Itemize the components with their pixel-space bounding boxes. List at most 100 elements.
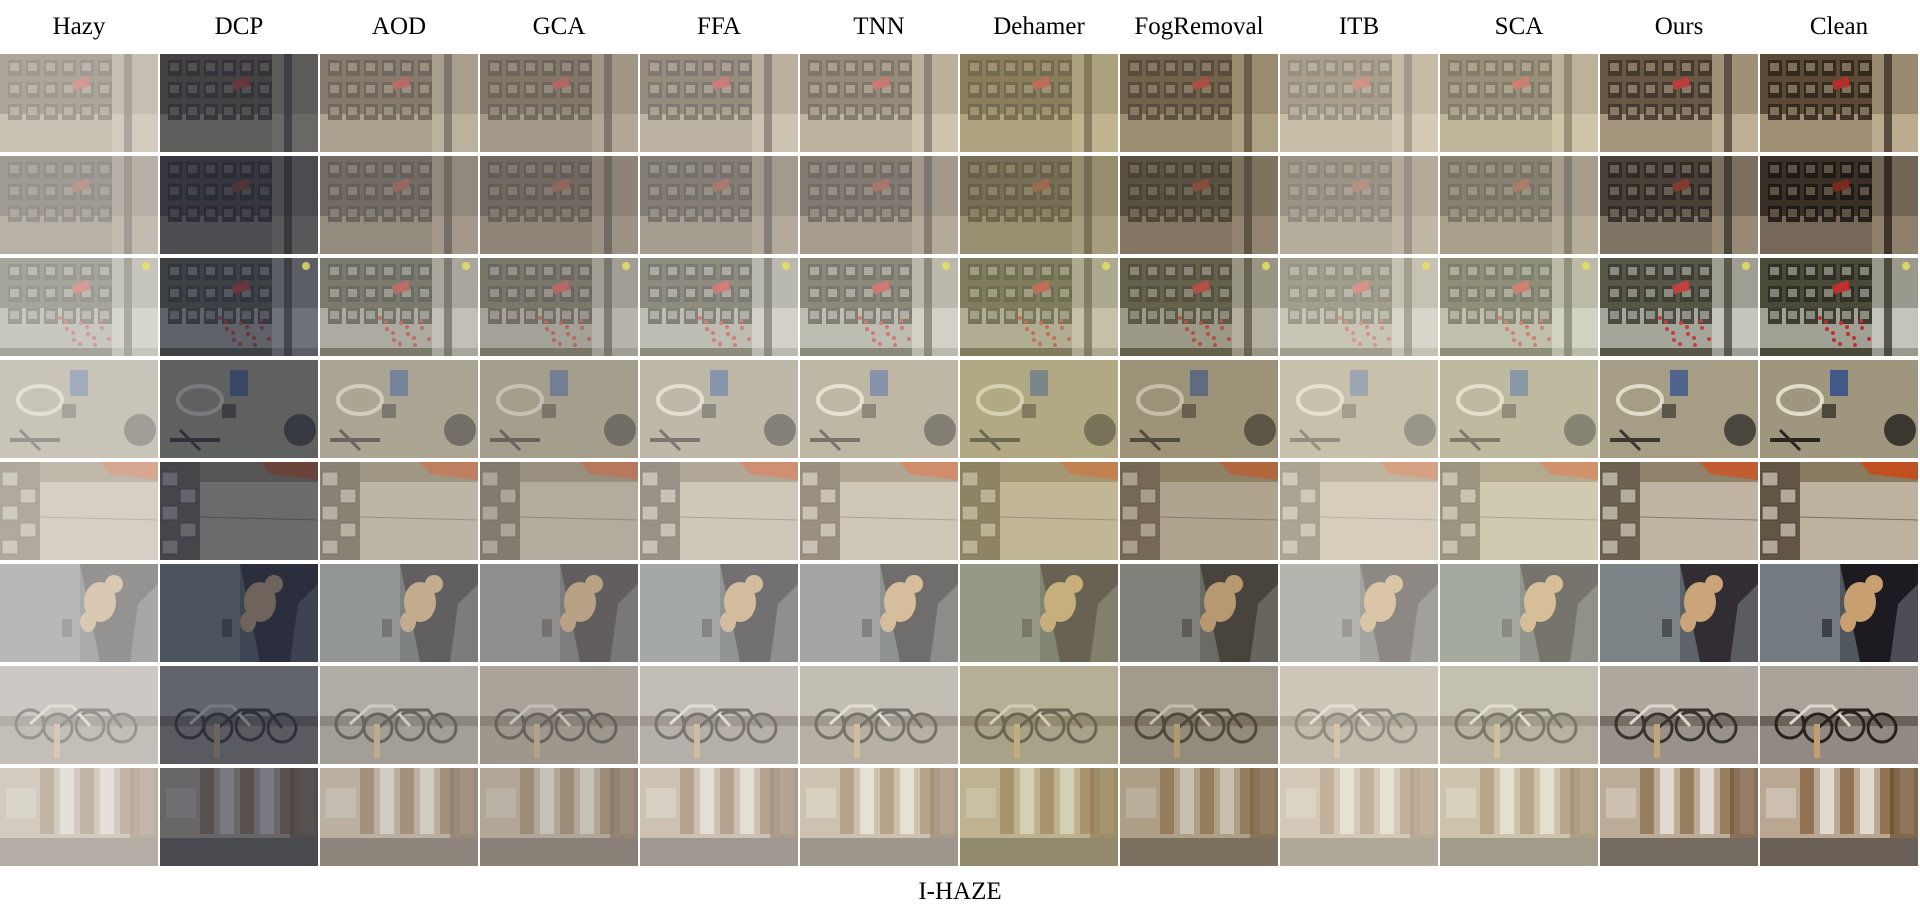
scene-thumbnail — [1440, 666, 1598, 764]
scene-thumbnail — [1760, 54, 1918, 152]
result-image-shelves-dark-floor-gca — [480, 156, 638, 254]
scene-thumbnail — [320, 666, 478, 764]
result-image-storage-boxes-itb — [1280, 462, 1438, 560]
scene-thumbnail — [960, 462, 1118, 560]
result-image-shelves-dark-floor-aod — [320, 156, 478, 254]
scene-thumbnail — [0, 462, 158, 560]
scene-thumbnail — [800, 564, 958, 662]
scene-thumbnail — [160, 360, 318, 458]
result-image-shelves-dark-floor-dcp — [160, 156, 318, 254]
scene-thumbnail — [960, 258, 1118, 356]
scene-thumbnail — [1440, 768, 1598, 866]
result-image-shelves-christmas-tree-itb — [1280, 258, 1438, 356]
result-image-storage-boxes-dcp — [160, 462, 318, 560]
scene-thumbnail — [640, 360, 798, 458]
result-image-gym-equipment-tnn — [800, 360, 958, 458]
result-image-storage-boxes-gca — [480, 462, 638, 560]
scene-thumbnail — [800, 462, 958, 560]
result-image-wooden-panels-tnn — [800, 768, 958, 866]
result-image-bicycles-fogremoval — [1120, 666, 1278, 764]
result-image-storage-boxes-ffa — [640, 462, 798, 560]
result-image-gym-equipment-aod — [320, 360, 478, 458]
result-image-wooden-panels-itb — [1280, 768, 1438, 866]
scene-thumbnail — [480, 564, 638, 662]
result-image-storage-boxes-sca — [1440, 462, 1598, 560]
scene-thumbnail — [1120, 564, 1278, 662]
result-image-shelves-dark-floor-clean — [1760, 156, 1918, 254]
scene-thumbnail — [960, 360, 1118, 458]
scene-thumbnail — [1600, 360, 1758, 458]
scene-thumbnail — [1440, 462, 1598, 560]
scene-thumbnail — [1280, 360, 1438, 458]
column-label-gca: GCA — [532, 13, 586, 40]
result-image-bicycles-ours — [1600, 666, 1758, 764]
result-image-gym-equipment-ours — [1600, 360, 1758, 458]
scene-thumbnail — [800, 360, 958, 458]
column-label-dcp: DCP — [214, 13, 264, 40]
result-image-teddy-bear-fogremoval — [1120, 564, 1278, 662]
result-image-teddy-bear-ours — [1600, 564, 1758, 662]
scene-thumbnail — [800, 666, 958, 764]
result-image-storage-boxes-clean — [1760, 462, 1918, 560]
result-image-shelves-christmas-tree-clean — [1760, 258, 1918, 356]
scene-thumbnail — [480, 258, 638, 356]
scene-thumbnail — [480, 54, 638, 152]
scene-thumbnail — [640, 54, 798, 152]
scene-thumbnail — [320, 564, 478, 662]
scene-thumbnail — [1280, 768, 1438, 866]
scene-thumbnail — [800, 768, 958, 866]
result-image-shelves-dark-floor-ffa — [640, 156, 798, 254]
scene-thumbnail — [0, 54, 158, 152]
result-image-bicycles-gca — [480, 666, 638, 764]
result-image-bicycles-tnn — [800, 666, 958, 764]
result-image-shelves-dark-floor-sca — [1440, 156, 1598, 254]
result-image-wooden-panels-fogremoval — [1120, 768, 1278, 866]
scene-thumbnail — [1600, 54, 1758, 152]
result-image-bicycles-dehamer — [960, 666, 1118, 764]
scene-thumbnail — [640, 462, 798, 560]
scene-thumbnail — [640, 666, 798, 764]
result-image-teddy-bear-tnn — [800, 564, 958, 662]
scene-thumbnail — [1120, 54, 1278, 152]
result-image-bicycles-ffa — [640, 666, 798, 764]
scene-thumbnail — [320, 768, 478, 866]
result-image-storage-boxes-tnn — [800, 462, 958, 560]
scene-thumbnail — [320, 156, 478, 254]
result-image-shelves-dark-floor-hazy — [0, 156, 158, 254]
result-image-shelves-red-sign-sca — [1440, 54, 1598, 152]
result-image-shelves-dark-floor-ours — [1600, 156, 1758, 254]
result-image-shelves-red-sign-ours — [1600, 54, 1758, 152]
scene-thumbnail — [1600, 768, 1758, 866]
scene-thumbnail — [1120, 360, 1278, 458]
result-image-shelves-dark-floor-fogremoval — [1120, 156, 1278, 254]
result-image-gym-equipment-ffa — [640, 360, 798, 458]
scene-thumbnail — [0, 360, 158, 458]
result-image-wooden-panels-dehamer — [960, 768, 1118, 866]
scene-thumbnail — [0, 666, 158, 764]
scene-thumbnail — [160, 156, 318, 254]
scene-thumbnail — [1120, 258, 1278, 356]
scene-thumbnail — [1760, 156, 1918, 254]
scene-thumbnail — [160, 258, 318, 356]
scene-thumbnail — [640, 564, 798, 662]
scene-thumbnail — [320, 462, 478, 560]
scene-thumbnail — [1120, 666, 1278, 764]
scene-thumbnail — [1760, 768, 1918, 866]
result-image-wooden-panels-gca — [480, 768, 638, 866]
result-image-teddy-bear-itb — [1280, 564, 1438, 662]
result-image-shelves-red-sign-gca — [480, 54, 638, 152]
result-image-teddy-bear-ffa — [640, 564, 798, 662]
scene-thumbnail — [1440, 258, 1598, 356]
result-image-bicycles-itb — [1280, 666, 1438, 764]
result-image-shelves-red-sign-fogremoval — [1120, 54, 1278, 152]
result-image-teddy-bear-clean — [1760, 564, 1918, 662]
result-image-shelves-red-sign-itb — [1280, 54, 1438, 152]
result-image-storage-boxes-aod — [320, 462, 478, 560]
scene-thumbnail — [160, 462, 318, 560]
column-label-fogremoval: FogRemoval — [1134, 13, 1264, 40]
result-image-shelves-red-sign-dcp — [160, 54, 318, 152]
result-image-wooden-panels-ffa — [640, 768, 798, 866]
scene-thumbnail — [480, 360, 638, 458]
result-image-gym-equipment-fogremoval — [1120, 360, 1278, 458]
